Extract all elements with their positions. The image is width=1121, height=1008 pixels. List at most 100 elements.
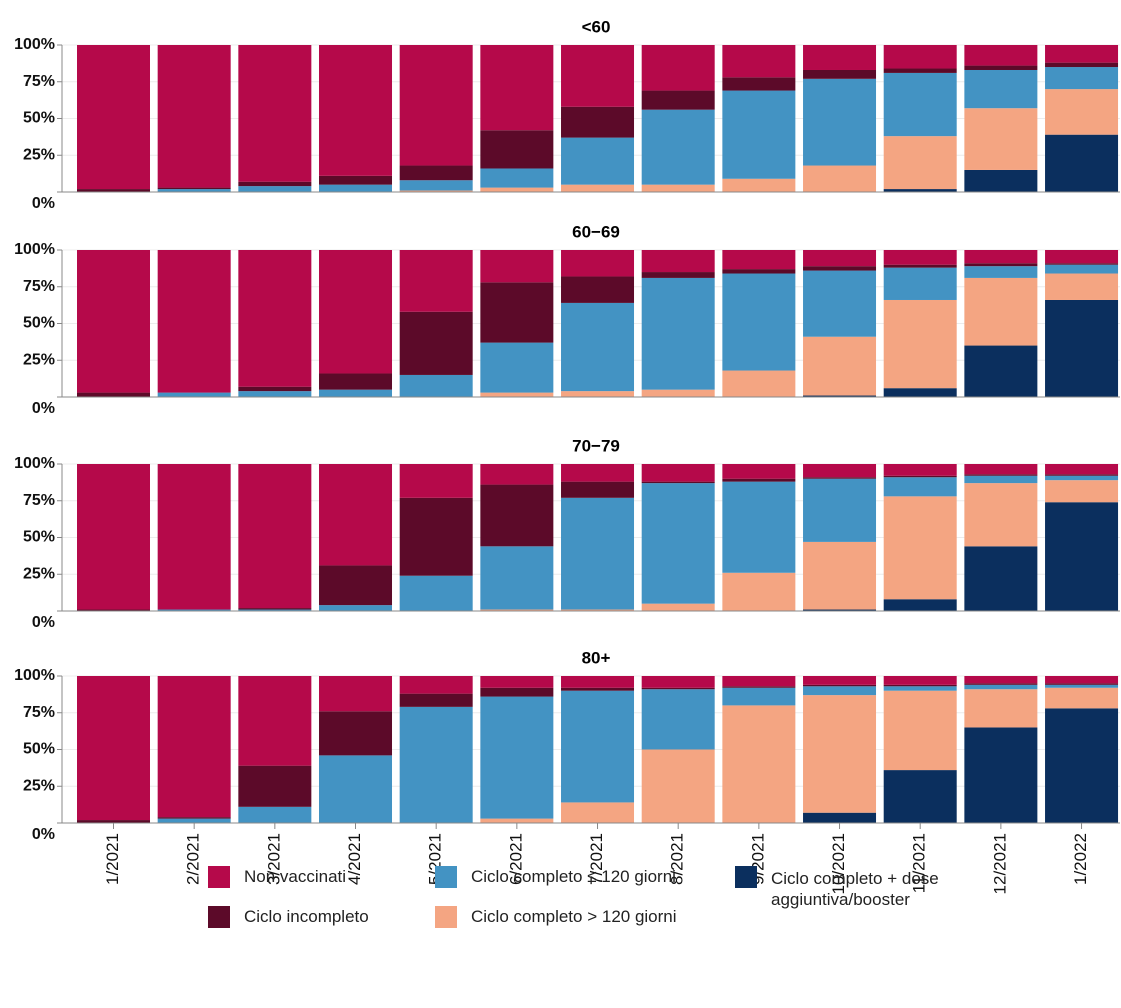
bar-segment: [399, 311, 473, 375]
bar-segment: [1045, 89, 1119, 135]
bar-segment: [803, 270, 877, 337]
legend-label: Ciclo completo ≤ 120 giorni: [471, 867, 676, 886]
bar-segment: [480, 546, 554, 610]
bar-segment: [480, 45, 554, 131]
bar-segment: [964, 65, 1038, 70]
bar-segment: [964, 250, 1038, 264]
bar-segment: [561, 464, 635, 482]
x-tick-label: 7/2021: [587, 833, 606, 885]
bar-segment: [641, 481, 715, 484]
bar-segment: [480, 342, 554, 393]
bar-segment: [399, 497, 473, 576]
bar-segment: [883, 464, 957, 476]
bar-segment: [803, 45, 877, 70]
bar-segment: [641, 277, 715, 390]
bar-segment: [561, 497, 635, 610]
bar-segment: [319, 250, 393, 374]
bar-segment: [319, 565, 393, 606]
bar-segment: [883, 690, 957, 771]
bar-segment: [722, 77, 796, 91]
bar-segment: [77, 250, 150, 393]
bar-segment: [238, 250, 312, 387]
bar-segment: [1045, 250, 1119, 264]
bar-segment: [883, 264, 957, 268]
bar-segment: [561, 391, 635, 397]
bar-segment: [480, 818, 554, 823]
bar-segment: [238, 806, 312, 823]
legend-label: Ciclo incompleto: [244, 907, 369, 926]
bar-segment: [399, 575, 473, 611]
bar-segment: [803, 165, 877, 192]
bar-segment: [641, 272, 715, 278]
bar-segment: [964, 69, 1038, 109]
bar-segment: [641, 464, 715, 482]
bar-segment: [641, 109, 715, 185]
bar-segment: [1045, 676, 1119, 684]
x-tick-label: 1/2021: [103, 833, 122, 885]
bar-segment: [157, 189, 231, 192]
y-tick-label: 25%: [23, 565, 55, 582]
y-tick-label: 0%: [32, 614, 55, 631]
bar-segment: [883, 770, 957, 823]
bar-segment: [319, 464, 393, 566]
bar-segment: [561, 676, 635, 688]
y-tick-label: 0%: [32, 400, 55, 417]
bar-segment: [238, 45, 312, 182]
x-tick-label: 10/2021: [829, 833, 848, 894]
bar-segment: [641, 676, 715, 688]
bar-segment: [238, 608, 312, 610]
bar-segment: [561, 302, 635, 392]
bar-segment: [803, 541, 877, 610]
y-tick-label: 100%: [14, 241, 55, 258]
bar-segment: [399, 464, 473, 498]
bar-segment: [964, 483, 1038, 547]
bar-segment: [480, 282, 554, 343]
bar-segment: [641, 45, 715, 91]
bar-segment: [399, 693, 473, 707]
bar-segment: [883, 496, 957, 600]
bar-segment: [883, 388, 957, 397]
y-tick-label: 50%: [23, 110, 55, 127]
bar-segment: [480, 168, 554, 188]
bar-segment: [964, 266, 1038, 278]
bar-segment: [561, 802, 635, 823]
bar-segment: [1045, 263, 1119, 265]
bar-segment: [722, 687, 796, 706]
bar-segment: [722, 481, 796, 573]
bar-segment: [157, 45, 231, 188]
bar-segment: [561, 690, 635, 803]
y-tick-label: 50%: [23, 741, 55, 758]
bar-segment: [480, 130, 554, 169]
bar-segment: [399, 706, 473, 823]
x-tick-label: 11/2021: [910, 833, 929, 893]
bar-segment: [157, 464, 231, 610]
x-tick-label: 2/2021: [184, 833, 203, 885]
bar-segment: [561, 184, 635, 192]
bar-segment: [641, 389, 715, 397]
bar-segment: [722, 178, 796, 192]
bar-segment: [1045, 67, 1119, 90]
bar-segment: [319, 605, 393, 611]
bar-segment: [561, 276, 635, 303]
bar-segment: [399, 180, 473, 191]
legend-swatch: [208, 866, 230, 888]
bar-segment: [722, 250, 796, 270]
bar-segment: [319, 45, 393, 176]
legend-item: Ciclo completo ≤ 120 giorni: [435, 866, 676, 888]
bar-segment: [803, 477, 877, 479]
bar-segment: [77, 45, 150, 190]
bar-segment: [964, 689, 1038, 728]
y-tick-label: 100%: [14, 455, 55, 472]
bar-segment: [964, 263, 1038, 267]
y-tick-label: 75%: [23, 492, 55, 509]
bar-segment: [399, 45, 473, 166]
bar-segment: [77, 609, 150, 611]
bar-segment: [803, 812, 877, 823]
bar-segment: [319, 175, 393, 185]
bar-segment: [883, 45, 957, 69]
panel-title: 60−69: [572, 222, 620, 241]
bar-segment: [1045, 464, 1119, 475]
y-tick-label: 25%: [23, 146, 55, 163]
bar-segment: [722, 572, 796, 611]
